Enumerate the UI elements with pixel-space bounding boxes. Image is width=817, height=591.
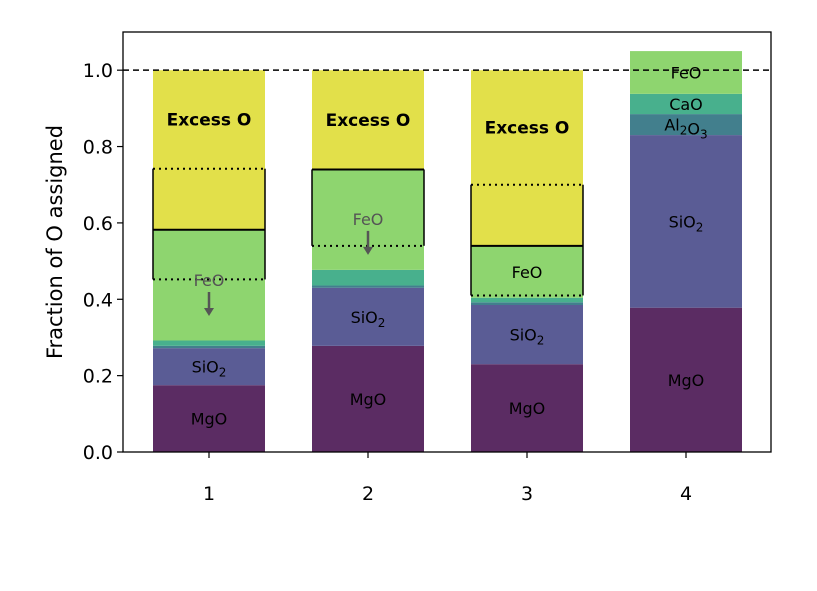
excess-o-label: Excess O [167, 110, 252, 130]
segment-label: FeO [671, 63, 702, 82]
bar-segment-sio2 [471, 305, 583, 365]
segment-label: SiO2 [351, 308, 386, 330]
bar-segment-feo [153, 229, 265, 341]
bar-segment-mgo [471, 364, 583, 452]
bar-segment-mgo [153, 385, 265, 452]
bar-segment-al2o3 [153, 345, 265, 349]
feo-label: FeO [353, 210, 384, 229]
bar-segment-sio2 [153, 348, 265, 386]
bar-segment-mgo [630, 307, 742, 452]
segment-label: MgO [509, 399, 546, 418]
bar-segment-excess-o [471, 70, 583, 246]
x-tick-label: 2 [362, 483, 374, 505]
segment-label: SiO2 [510, 326, 545, 348]
bar-2: MgO SiO2 FeO Excess O [311, 70, 425, 452]
segment-label: MgO [668, 371, 705, 390]
bar-segment-cao [471, 297, 583, 303]
bar-segment-cao [153, 340, 265, 346]
bar-segment-cao [312, 269, 424, 286]
bar-4: MgO SiO2 Al2O3 CaO FeO [630, 51, 742, 452]
bar-segment-al2o3 [471, 302, 583, 305]
bar-segment-excess-o [153, 70, 265, 230]
y-tick-label: 0.6 [83, 213, 113, 235]
x-tick-label: 1 [203, 483, 215, 505]
segment-label: MgO [350, 390, 387, 409]
bar-segment-feo [471, 245, 583, 298]
y-tick-label: 0.8 [83, 137, 113, 159]
y-tick-label: 1.0 [83, 60, 113, 82]
bar-segment-sio2 [630, 135, 742, 308]
feo-label: FeO [194, 271, 225, 290]
segment-label: MgO [191, 410, 228, 429]
plot-frame [122, 31, 772, 453]
plot-area: MgO SiO2 FeO Excess O MgO SiO2 FeO Excess O MgO S… [83, 31, 772, 505]
bar-segment-mgo [312, 345, 424, 452]
excess-o-label: Excess O [326, 111, 411, 131]
y-tick-label: 0.4 [83, 289, 113, 311]
segment-label: SiO2 [669, 212, 704, 234]
segment-label: CaO [669, 95, 703, 114]
bar-segment-cao [630, 93, 742, 115]
bar-segment-feo [630, 51, 742, 94]
y-tick-label: 0.2 [83, 366, 113, 388]
feo-arrow-head [204, 308, 214, 316]
bar-1: MgO SiO2 FeO Excess O [152, 70, 266, 452]
y-axis-title: Fraction of O assigned [43, 125, 67, 359]
feo-label: FeO [512, 263, 543, 282]
feo-arrow-head [363, 246, 373, 255]
bar-3: MgO SiO2 FeO Excess O [470, 70, 584, 452]
bar-segment-excess-o [312, 70, 424, 170]
y-tick-label: 0.0 [83, 442, 113, 464]
bar-segment-al2o3 [630, 114, 742, 136]
excess-o-label: Excess O [485, 118, 570, 138]
x-tick-label: 3 [521, 483, 533, 505]
bar-segment-al2o3 [312, 285, 424, 288]
bar-segment-sio2 [312, 287, 424, 346]
segment-label: Al2O3 [664, 116, 707, 142]
x-tick-label: 4 [680, 483, 692, 505]
segment-label: SiO2 [192, 358, 227, 380]
